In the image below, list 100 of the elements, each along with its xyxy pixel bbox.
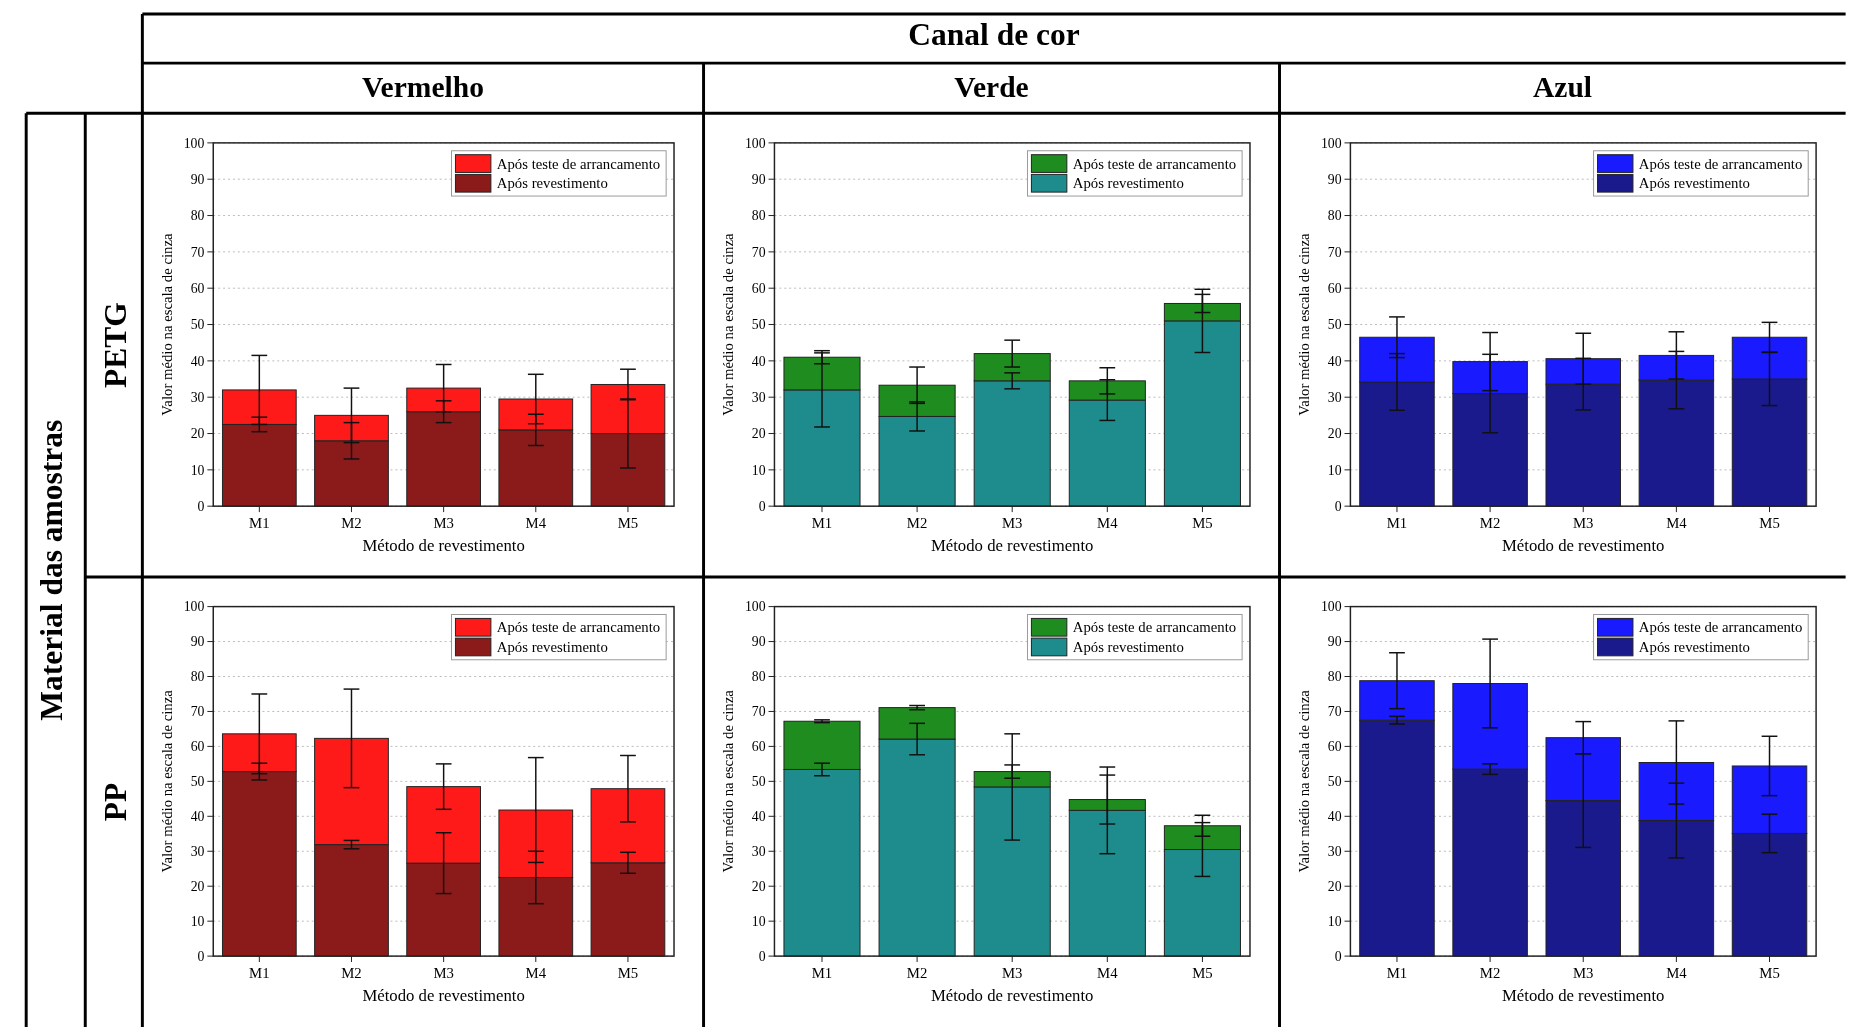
y-tick-label: 20 (1327, 426, 1342, 442)
x-tick-label: M4 (525, 514, 547, 531)
y-tick-label: 90 (190, 634, 205, 650)
y-tick-label: 60 (190, 739, 205, 755)
text: Canal de cor (908, 17, 1080, 53)
y-tick-label: 40 (751, 809, 766, 825)
x-tick-label: M1 (249, 514, 270, 531)
y-tick-label: 10 (190, 462, 205, 478)
x-tick-label: M3 (1001, 514, 1023, 531)
y-tick-label: 10 (751, 462, 766, 478)
x-tick-label: M4 (1666, 964, 1688, 981)
x-tick-label: M4 (1666, 514, 1688, 531)
x-tick-label: M3 (1572, 514, 1594, 531)
x-tick-label: M5 (1192, 964, 1213, 981)
text: PETG (97, 302, 133, 389)
x-tick-label: M2 (341, 964, 362, 981)
legend-label: Após teste de arrancamento (496, 155, 661, 172)
y-tick-label: 60 (751, 281, 766, 297)
y-tick-label: 90 (1327, 634, 1342, 650)
y-tick-label: 50 (190, 317, 205, 333)
y-tick-label: 30 (190, 390, 205, 406)
text: Material das amostras (33, 419, 69, 721)
x-tick-label: M5 (1759, 964, 1780, 981)
y-tick-label: 10 (1327, 913, 1342, 929)
x-tick-label: M2 (906, 514, 928, 531)
y-tick-label: 20 (751, 426, 766, 442)
x-tick-label: M1 (1386, 514, 1408, 531)
y-tick-label: 30 (1327, 390, 1342, 406)
y-tick-label: 80 (1327, 208, 1342, 224)
legend-label: Após revestimento (1638, 639, 1750, 656)
x-tick-label: M2 (906, 964, 928, 981)
y-tick-label: 30 (751, 390, 766, 406)
y-tick-label: 0 (197, 948, 205, 964)
y-tick-label: 80 (190, 669, 205, 685)
x-tick-label: M5 (1759, 514, 1780, 531)
y-tick-label: 0 (758, 948, 766, 964)
x-tick-label: M2 (341, 514, 362, 531)
y-axis-title: Valor médio na escala de cinza (158, 232, 175, 416)
x-tick-label: M4 (1097, 514, 1119, 531)
legend-label: Após teste de arrancamento (496, 619, 661, 636)
x-tick-label: M3 (1001, 964, 1023, 981)
legend-label: Após revestimento (1072, 639, 1184, 656)
y-tick-label: 100 (744, 599, 766, 615)
y-tick-label: 20 (190, 879, 205, 895)
y-tick-label: 0 (1334, 499, 1342, 514)
y-tick-label: 10 (751, 913, 766, 929)
legend-label: Após teste de arrancamento (1072, 155, 1237, 172)
y-tick-label: 70 (190, 704, 205, 720)
x-tick-label: M1 (249, 964, 270, 981)
chart-title: Azul (1533, 70, 1593, 103)
x-axis-title: Método de revestimento (362, 986, 525, 1006)
y-tick-label: 40 (751, 353, 766, 369)
y-tick-label: 40 (1327, 809, 1342, 825)
y-tick-label: 100 (1320, 135, 1342, 151)
y-tick-label: 20 (190, 426, 205, 442)
y-tick-label: 60 (1327, 281, 1342, 297)
x-tick-label: M5 (1192, 514, 1213, 531)
x-tick-label: M2 (1479, 964, 1501, 981)
y-tick-label: 90 (751, 634, 766, 650)
x-tick-label: M4 (525, 964, 547, 981)
y-axis-title: Valor médio na escala de cinza (720, 689, 737, 873)
y-tick-label: 100 (1320, 599, 1342, 615)
legend-label: Após revestimento (496, 639, 608, 656)
x-tick-label: M3 (433, 514, 454, 531)
y-tick-label: 60 (1327, 739, 1342, 755)
x-axis-title: Método de revestimento (1501, 536, 1665, 556)
y-tick-label: 50 (190, 774, 205, 790)
y-tick-label: 50 (1327, 774, 1342, 790)
y-tick-label: 50 (751, 774, 766, 790)
y-tick-label: 20 (1327, 879, 1342, 895)
y-tick-label: 30 (190, 844, 205, 860)
y-tick-label: 100 (183, 599, 205, 615)
x-tick-label: M4 (1097, 964, 1119, 981)
x-axis-title: Método de revestimento (930, 986, 1094, 1006)
x-axis-title: Método de revestimento (1501, 986, 1665, 1006)
x-tick-label: M1 (1386, 964, 1408, 981)
y-tick-label: 60 (190, 281, 205, 297)
y-tick-label: 40 (1327, 353, 1342, 369)
y-tick-label: 0 (1334, 948, 1342, 964)
y-tick-label: 10 (1327, 462, 1342, 478)
x-tick-label: M1 (811, 514, 833, 531)
x-axis-title: Método de revestimento (930, 536, 1094, 556)
y-tick-label: 70 (751, 244, 766, 260)
y-tick-label: 40 (190, 809, 205, 825)
legend-label: Após teste de arrancamento (1638, 619, 1803, 636)
y-tick-label: 80 (1327, 669, 1342, 685)
legend-label: Após revestimento (496, 175, 608, 192)
y-tick-label: 70 (1327, 244, 1342, 260)
y-tick-label: 80 (751, 669, 766, 685)
y-tick-label: 20 (751, 879, 766, 895)
y-tick-label: 0 (758, 499, 766, 514)
y-tick-label: 100 (744, 135, 766, 151)
y-tick-label: 40 (190, 353, 205, 369)
x-tick-label: M2 (1479, 514, 1501, 531)
legend-label: Após teste de arrancamento (1072, 619, 1237, 636)
y-tick-label: 70 (751, 704, 766, 720)
y-axis-title: Valor médio na escala de cinza (1296, 689, 1313, 873)
y-tick-label: 50 (1327, 317, 1342, 333)
x-tick-label: M5 (617, 964, 639, 981)
y-axis-title: Valor médio na escala de cinza (1296, 232, 1313, 416)
